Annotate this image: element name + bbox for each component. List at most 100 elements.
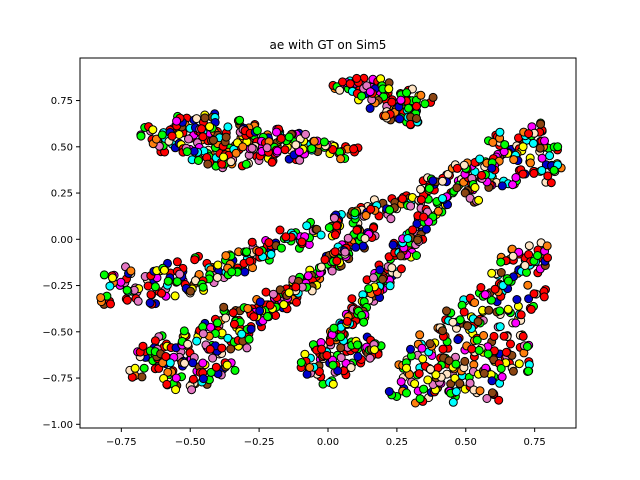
data-point xyxy=(332,256,342,266)
data-point xyxy=(237,329,247,339)
data-point xyxy=(518,142,528,152)
data-point xyxy=(442,306,451,316)
data-point xyxy=(523,366,533,376)
data-point xyxy=(448,397,458,407)
data-point xyxy=(343,233,353,243)
data-point xyxy=(503,276,513,286)
data-point xyxy=(272,146,282,156)
y-tick-label: −0.75 xyxy=(42,374,73,385)
data-point xyxy=(137,372,147,382)
x-axis: −0.75 −0.50 −0.25 0.00 0.25 0.50 0.75 xyxy=(106,428,546,448)
x-tick-label: −0.25 xyxy=(244,437,275,448)
data-point xyxy=(198,374,208,384)
data-point xyxy=(351,242,361,252)
data-point xyxy=(221,132,231,142)
data-point xyxy=(475,154,485,164)
data-point xyxy=(352,340,362,350)
data-point xyxy=(381,111,390,121)
data-point xyxy=(198,358,208,368)
data-point xyxy=(133,296,143,306)
data-point xyxy=(412,101,421,111)
data-point xyxy=(365,353,375,363)
data-point xyxy=(537,166,547,175)
data-point xyxy=(328,360,338,370)
data-point xyxy=(188,358,198,368)
data-point xyxy=(480,290,490,300)
data-point xyxy=(264,238,274,247)
data-point xyxy=(511,173,521,182)
data-point xyxy=(221,313,231,323)
data-point xyxy=(333,366,343,376)
data-point xyxy=(416,195,426,205)
data-point xyxy=(197,124,206,134)
data-point xyxy=(369,273,378,283)
data-point xyxy=(301,129,310,139)
data-point xyxy=(495,127,505,137)
data-point xyxy=(455,379,465,388)
data-point xyxy=(238,142,248,152)
data-point xyxy=(537,153,547,163)
data-point xyxy=(217,343,227,353)
data-point xyxy=(474,345,484,355)
data-point xyxy=(365,87,375,97)
data-point xyxy=(402,363,411,373)
data-point xyxy=(479,368,489,378)
data-point xyxy=(497,181,507,191)
data-point xyxy=(279,300,289,310)
data-point xyxy=(438,176,447,186)
data-point xyxy=(410,379,420,389)
data-point xyxy=(167,131,177,141)
data-point xyxy=(414,369,424,379)
x-tick-label: 0.25 xyxy=(386,437,408,448)
data-point xyxy=(448,317,458,327)
data-point xyxy=(161,352,171,361)
data-point xyxy=(143,281,153,291)
data-point xyxy=(424,184,434,193)
data-point xyxy=(116,277,126,287)
data-point xyxy=(406,344,415,354)
data-point xyxy=(291,282,301,292)
chart-title: ae with GT on Sim5 xyxy=(270,38,387,52)
data-point xyxy=(360,234,370,243)
data-point xyxy=(535,143,545,153)
data-point xyxy=(438,344,448,354)
data-point xyxy=(482,394,492,403)
data-point xyxy=(398,194,407,204)
data-point xyxy=(136,131,146,141)
data-point xyxy=(296,358,306,367)
data-point xyxy=(388,240,398,250)
data-point xyxy=(488,137,498,147)
data-point xyxy=(463,321,472,331)
data-point xyxy=(460,356,470,366)
data-point xyxy=(336,353,346,363)
data-point xyxy=(330,247,340,257)
data-point xyxy=(433,206,443,216)
data-point xyxy=(347,294,357,304)
data-point xyxy=(484,305,494,315)
data-point xyxy=(542,241,552,251)
data-point xyxy=(406,201,416,211)
data-point xyxy=(309,136,319,146)
data-point xyxy=(359,317,369,327)
data-point xyxy=(187,385,197,395)
data-point xyxy=(524,129,534,139)
data-point xyxy=(428,176,438,186)
data-point xyxy=(472,335,482,345)
data-point xyxy=(182,147,192,157)
data-point xyxy=(284,132,294,142)
data-point xyxy=(228,308,238,318)
data-point xyxy=(280,145,290,155)
data-point xyxy=(452,183,462,193)
data-point xyxy=(512,295,522,304)
data-point xyxy=(509,155,519,165)
data-point xyxy=(358,241,368,251)
data-point xyxy=(415,330,425,340)
data-point xyxy=(523,280,533,290)
data-point xyxy=(543,171,553,181)
data-point xyxy=(186,286,195,296)
data-point xyxy=(249,312,259,322)
data-point xyxy=(322,350,332,360)
y-tick-label: 0.75 xyxy=(51,96,73,107)
data-point xyxy=(208,353,218,363)
